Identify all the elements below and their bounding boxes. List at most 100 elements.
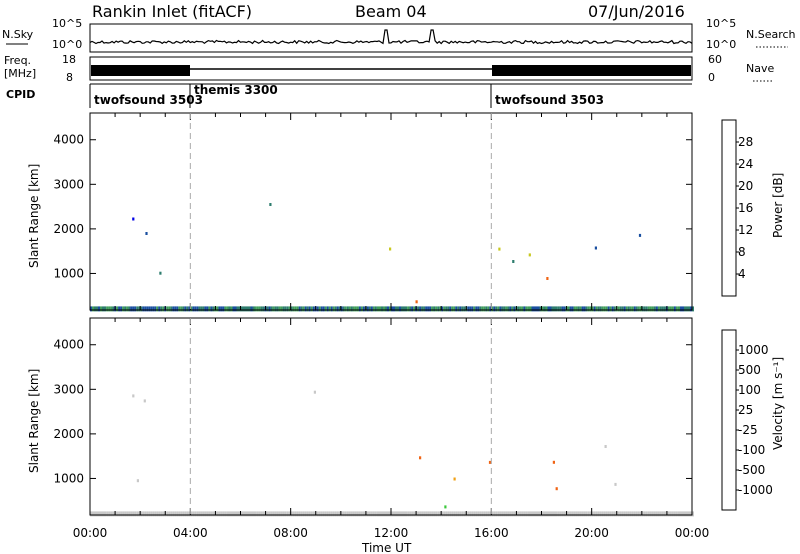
echo-cell [653,511,656,517]
echo-cell [383,511,385,517]
echo-cell [667,511,670,517]
echo-cell [638,233,642,237]
echo-cell [310,306,313,312]
echo-cell [411,306,414,312]
echo-cell [437,306,440,312]
echo-cell [344,306,347,312]
echo-cell [631,511,634,517]
cpid-segment-3: twofsound 3503 [495,93,604,107]
echo-cell [188,511,191,517]
freq-label-line2: [MHz] [4,67,36,80]
noise-panel-frame [89,23,693,53]
echo-cell [569,306,572,312]
colorbar-tick-label: 100 [738,383,761,397]
echo-cell [210,306,213,312]
echo-cell [246,306,249,312]
echo-cell [491,511,494,517]
echo-cell [467,511,470,517]
echo-cell [391,511,393,517]
echo-cell [469,306,472,312]
echo-cell [136,479,139,483]
echo-cell [399,511,401,517]
echo-cell [344,511,347,517]
echo-cell [178,306,181,312]
echo-cell [168,306,171,312]
echo-cell [545,306,548,312]
echo-cell [485,511,488,517]
echo-cell [655,511,658,517]
echo-cell [220,306,223,312]
echo-cell [509,511,512,517]
x-tick-label: 00:00 [675,526,710,540]
colorbar-label: Power [dB] [771,173,785,238]
echo-cell [569,511,572,517]
echo-cell [186,306,189,312]
echo-cell [366,306,369,312]
echo-cell [159,271,162,275]
date-title: 07/Jun/2016 [588,2,685,21]
echo-cell [132,511,135,517]
echo-cell [326,511,329,517]
echo-cell [473,511,476,517]
echo-cell [112,511,115,517]
colorbar-tick-label: 16 [738,201,753,215]
echo-cell [258,511,261,517]
echo-cell [427,306,430,312]
echo-cell [461,306,464,312]
echo-cell [260,511,263,517]
echo-cell [477,306,480,312]
echo-cell [415,300,418,304]
echo-cell [401,306,403,312]
echo-cell [680,306,682,312]
echo-cell [308,511,311,517]
echo-cell [196,511,199,517]
echo-cell [657,306,660,312]
echo-cell [417,306,420,312]
echo-cell [581,511,584,517]
echo-cell [240,511,243,517]
echo-cell [461,511,464,517]
echo-cell [459,511,462,517]
echo-cell [467,306,470,312]
echo-cell [651,306,654,312]
echo-cell [663,306,666,312]
echo-cell [108,511,111,517]
echo-cell [501,306,504,312]
echo-cell [200,511,203,517]
echo-cell [172,511,175,517]
echo-cell [686,306,688,312]
colorbar-frame [721,329,737,511]
echo-cell [130,306,133,312]
echo-cell [270,511,273,517]
echo-cell [254,306,257,312]
echo-cell [144,306,147,312]
echo-cell [100,306,102,312]
echo-cell [176,511,179,517]
echo-cell [483,306,486,312]
echo-cell [603,511,606,517]
noise-panel: N.Sky 10^5 10^0 10^5 10^0 N.Search [2,17,796,53]
echo-cell [379,511,381,517]
echo-cell [152,306,155,312]
echo-cell [216,511,219,517]
echo-cell [294,306,297,312]
echo-cell [140,306,143,312]
echo-cell [236,511,239,517]
echo-cell [126,511,129,517]
echo-cell [519,511,522,517]
echo-cell [495,511,498,517]
echo-cell [513,511,516,517]
echo-cell [661,306,664,312]
echo-cell [216,306,219,312]
echo-cell [678,511,680,517]
echo-cell [154,511,157,517]
echo-cell [635,306,638,312]
echo-cell [563,511,566,517]
echo-cell [621,306,624,312]
echo-cell [457,511,460,517]
echo-cell [350,511,353,517]
echo-cell [629,511,632,517]
echo-cell [324,306,327,312]
echo-cell [395,511,397,517]
echo-cell [252,511,255,517]
